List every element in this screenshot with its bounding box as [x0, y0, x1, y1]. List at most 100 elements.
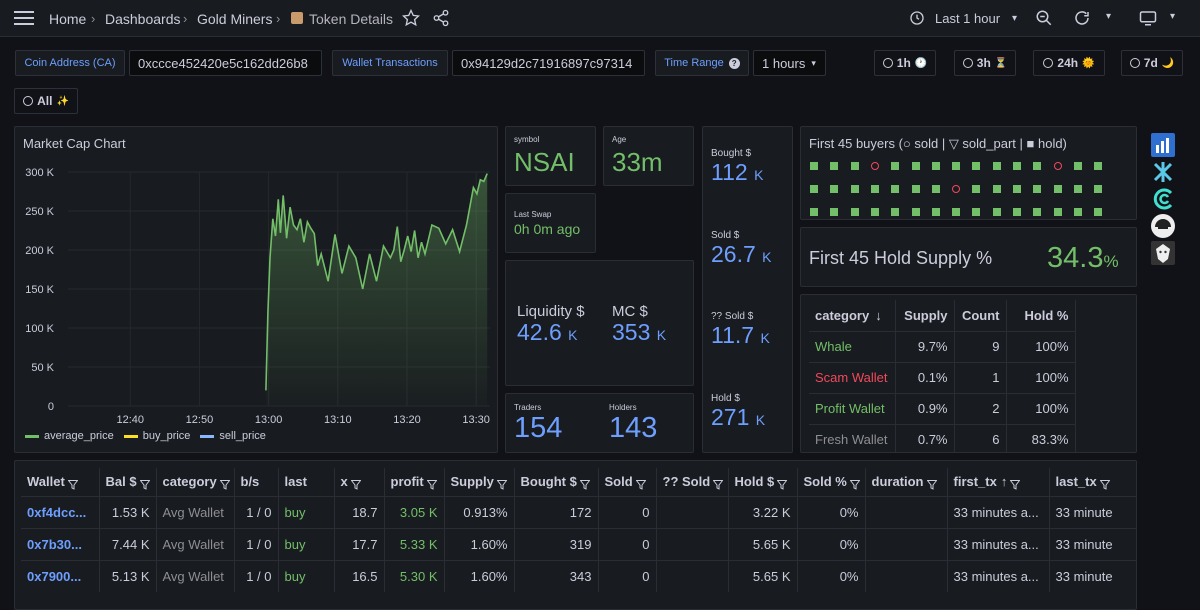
zoom-out-icon[interactable]	[1035, 9, 1053, 32]
col-header-supply[interactable]: Supply	[895, 300, 955, 332]
wallet-transactions-input[interactable]: 0x94129d2c71916897c97314	[452, 50, 645, 76]
buyer-hold-marker[interactable]	[952, 162, 961, 170]
table-row[interactable]: Profit Wallet 0.9% 2 100%	[809, 393, 1076, 425]
buyer-hold-marker[interactable]	[830, 185, 839, 193]
buyer-hold-marker[interactable]	[1073, 208, 1082, 216]
time-picker[interactable]: Last 1 hour ▾	[904, 6, 1024, 30]
col-header-bought-[interactable]: Bought $	[514, 468, 599, 496]
col-header-b-s[interactable]: b/s	[234, 468, 279, 496]
col-header-hold-[interactable]: Hold $	[728, 468, 798, 496]
col-header--sold[interactable]: ?? Sold	[656, 468, 729, 496]
link-24h[interactable]: 24h 🌞	[1033, 50, 1105, 76]
buyer-hold-marker[interactable]	[911, 162, 920, 170]
link-7d[interactable]: 7d 🌙	[1121, 50, 1183, 76]
buyer-hold-marker[interactable]	[1013, 185, 1021, 193]
refresh-interval-chevron-icon[interactable]: ▾	[1106, 11, 1112, 22]
legend-item-sell-price[interactable]: sell_price	[200, 430, 266, 442]
col-header-sold[interactable]: Sold	[598, 468, 657, 496]
coin-address-input[interactable]: 0xccce452420e5c162dd26b8	[129, 50, 322, 76]
table-row[interactable]: Scam Wallet 0.1% 1 100%	[809, 362, 1076, 394]
buyer-hold-marker[interactable]	[891, 162, 900, 170]
buyer-hold-marker[interactable]	[1053, 208, 1062, 216]
col-header-count[interactable]: Count	[954, 300, 1007, 332]
filter-icon[interactable]	[579, 478, 591, 491]
buyer-sold-marker[interactable]	[870, 162, 879, 170]
table-row[interactable]: Whale 9.7% 9 100%	[809, 331, 1076, 363]
chart-logo-icon[interactable]	[1151, 133, 1175, 157]
buyer-hold-marker[interactable]	[1073, 185, 1082, 193]
buyer-hold-marker[interactable]	[972, 162, 981, 170]
filter-icon[interactable]	[849, 478, 861, 491]
col-header-x[interactable]: x	[334, 468, 385, 496]
filter-icon[interactable]	[426, 478, 438, 491]
buyer-hold-marker[interactable]	[810, 208, 818, 216]
buyer-hold-marker[interactable]	[992, 208, 1001, 216]
buyer-hold-marker[interactable]	[891, 185, 900, 193]
col-header-hold-pct[interactable]: Hold %	[1006, 300, 1076, 332]
buyer-hold-marker[interactable]	[1033, 208, 1042, 216]
filter-icon[interactable]	[496, 478, 508, 491]
buyer-hold-marker[interactable]	[1013, 208, 1021, 216]
refresh-icon[interactable]	[1073, 9, 1091, 32]
filter-icon[interactable]	[712, 478, 724, 491]
lion-logo-icon[interactable]	[1151, 241, 1175, 265]
breadcrumb-home[interactable]: Home	[49, 11, 87, 27]
buyer-hold-marker[interactable]	[870, 185, 879, 193]
star-icon[interactable]	[401, 8, 421, 32]
swap-logo-icon[interactable]	[1151, 187, 1175, 211]
filter-icon[interactable]	[350, 478, 362, 491]
table-row[interactable]: 0xf4dcc... 1.53 K Avg Wallet 1 / 0 buy 18.7 3.…	[21, 495, 1136, 528]
buyer-hold-marker[interactable]	[1053, 185, 1062, 193]
buyer-hold-marker[interactable]	[870, 208, 879, 216]
buyer-hold-marker[interactable]	[911, 208, 920, 216]
cell-wallet[interactable]: 0xf4dcc...	[21, 495, 100, 528]
cell-wallet[interactable]: 0x7900...	[21, 559, 100, 592]
table-row[interactable]: 0x7900... 5.13 K Avg Wallet 1 / 0 buy 16.5 5.3…	[21, 559, 1136, 592]
col-header-sold-[interactable]: Sold %	[797, 468, 866, 496]
buyer-hold-marker[interactable]	[1094, 208, 1103, 216]
col-header-category[interactable]: category	[156, 468, 235, 496]
buyer-hold-marker[interactable]	[952, 208, 961, 216]
col-header-last-tx[interactable]: last_tx	[1049, 468, 1136, 496]
breadcrumb-folder[interactable]: Gold Miners	[197, 11, 273, 27]
buyer-hold-marker[interactable]	[931, 185, 940, 193]
buyer-hold-marker[interactable]	[891, 208, 900, 216]
table-row[interactable]: 0x7b30... 7.44 K Avg Wallet 1 / 0 buy 17.7 5.3…	[21, 527, 1136, 560]
col-header-first-tx[interactable]: first_tx ↑	[947, 468, 1050, 496]
buyer-hold-marker[interactable]	[931, 162, 940, 170]
filter-icon[interactable]	[1009, 478, 1021, 491]
legend-item-average-price[interactable]: average_price	[25, 430, 114, 442]
buyer-hold-marker[interactable]	[992, 162, 1001, 170]
bot-logo-icon[interactable]	[1151, 214, 1175, 238]
col-header-profit[interactable]: profit	[384, 468, 445, 496]
buyer-hold-marker[interactable]	[810, 185, 818, 193]
filter-icon[interactable]	[925, 478, 938, 491]
buyer-sold-marker[interactable]	[1053, 162, 1062, 170]
filter-icon[interactable]	[219, 478, 231, 491]
link-all[interactable]: All ✨	[14, 88, 78, 114]
dex-logo-icon[interactable]	[1151, 160, 1175, 184]
filter-icon[interactable]	[139, 478, 151, 491]
cell-wallet[interactable]: 0x7b30...	[21, 527, 100, 560]
link-1h[interactable]: 1h 🕐	[874, 50, 936, 76]
buyer-hold-marker[interactable]	[1033, 185, 1042, 193]
buyer-hold-marker[interactable]	[931, 208, 940, 216]
buyer-hold-marker[interactable]	[1094, 162, 1103, 170]
buyer-hold-marker[interactable]	[850, 208, 859, 216]
buyer-hold-marker[interactable]	[850, 162, 859, 170]
buyer-hold-marker[interactable]	[1073, 162, 1082, 170]
filter-icon[interactable]	[776, 478, 788, 491]
buyer-hold-marker[interactable]	[1094, 185, 1103, 193]
buyer-hold-marker[interactable]	[911, 185, 920, 193]
buyer-hold-marker[interactable]	[830, 162, 839, 170]
filter-icon[interactable]	[67, 478, 79, 491]
buyer-hold-marker[interactable]	[810, 162, 818, 170]
tv-mode-chevron-icon[interactable]: ▾	[1170, 11, 1176, 22]
buyer-sold-marker[interactable]	[952, 185, 961, 193]
buyer-hold-marker[interactable]	[992, 185, 1001, 193]
menu-icon[interactable]	[14, 11, 34, 25]
table-row[interactable]: Fresh Wallet 0.7% 6 83.3%	[809, 424, 1076, 452]
col-header-duration[interactable]: duration	[865, 468, 948, 496]
buyer-hold-marker[interactable]	[972, 185, 981, 193]
time-range-select[interactable]: 1 hours ▾	[753, 50, 826, 76]
